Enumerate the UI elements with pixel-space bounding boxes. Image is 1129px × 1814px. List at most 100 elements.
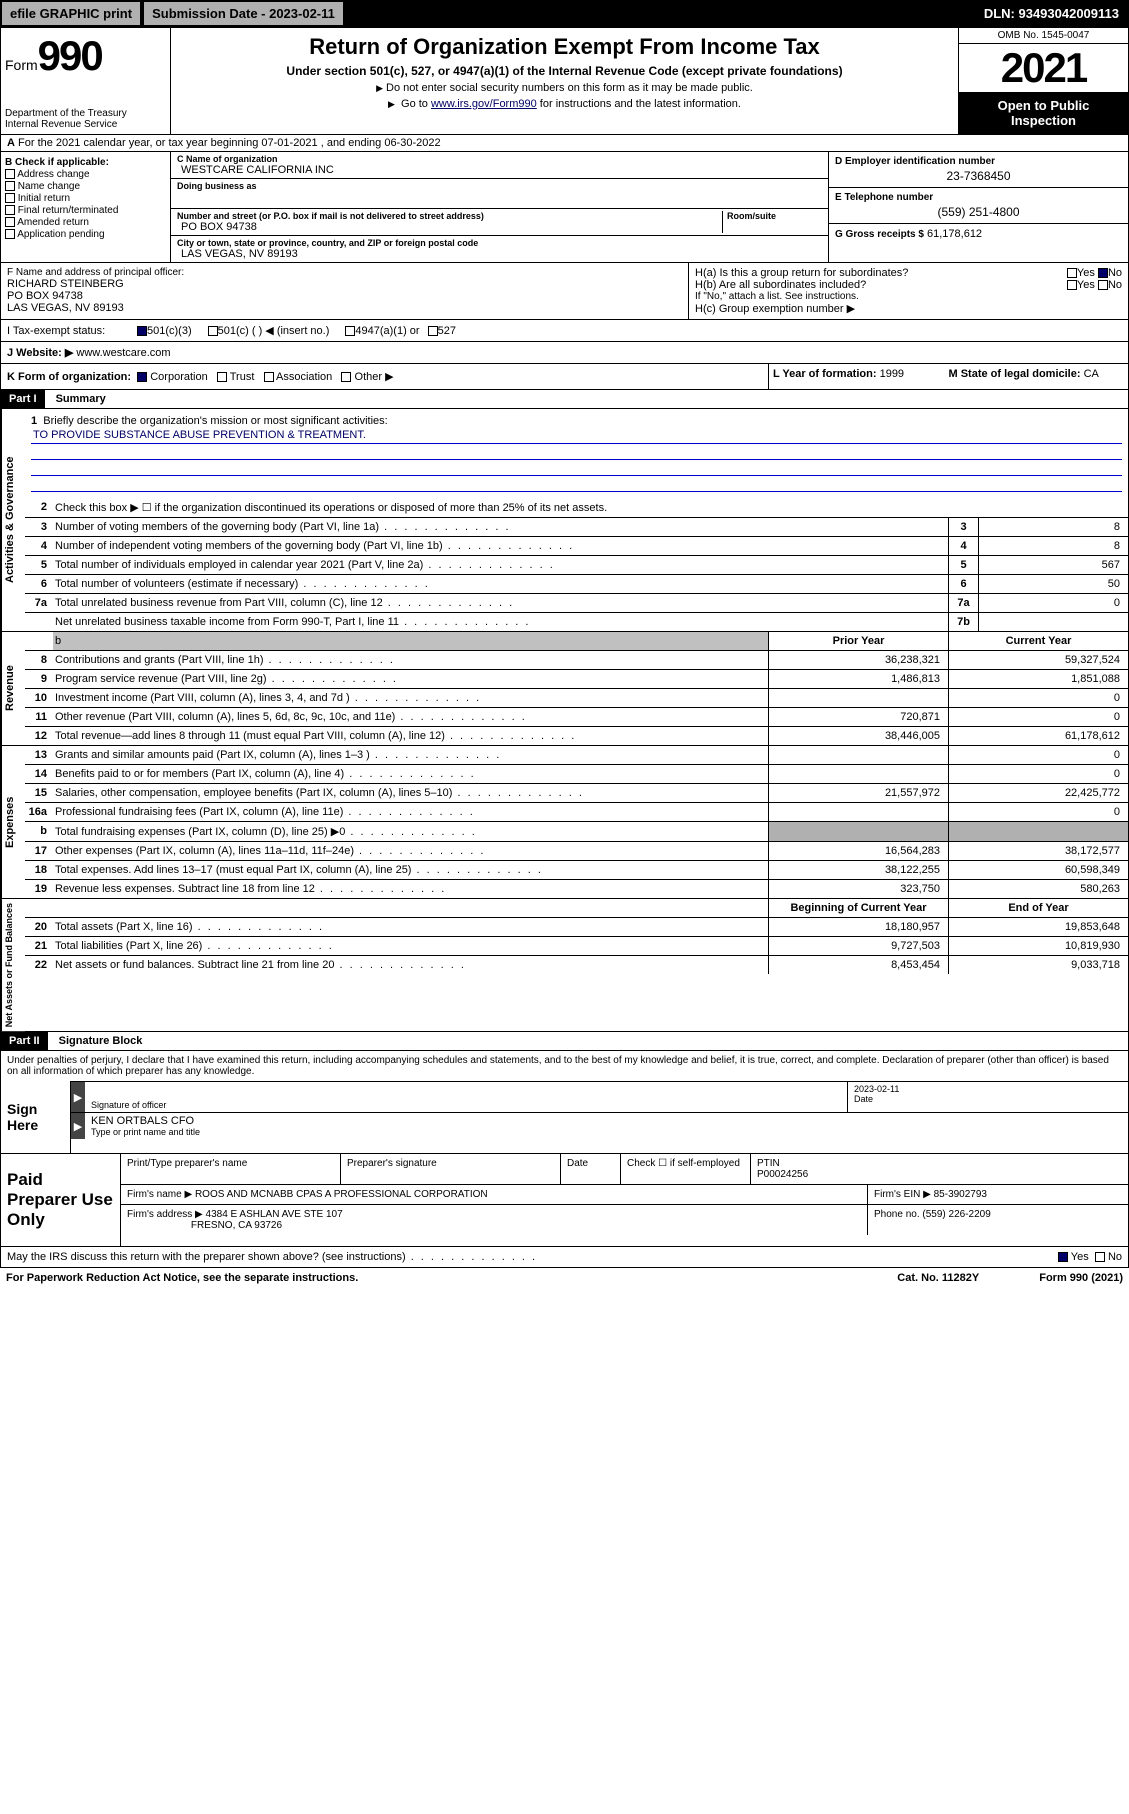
g-gross-label: G Gross receipts $ xyxy=(835,229,924,240)
col-f: F Name and address of principal officer:… xyxy=(1,263,688,319)
mission-blank-3 xyxy=(31,476,1122,492)
discuss-yes[interactable] xyxy=(1058,1252,1068,1262)
discuss-yes-label: Yes xyxy=(1071,1251,1089,1263)
page-footer: For Paperwork Reduction Act Notice, see … xyxy=(0,1268,1129,1288)
side-activities: Activities & Governance xyxy=(1,409,25,631)
data-row: 17Other expenses (Part IX, column (A), l… xyxy=(25,842,1128,861)
d-ein-label: D Employer identification number xyxy=(835,156,1122,167)
i-501c3[interactable] xyxy=(137,326,147,336)
ha-yes[interactable] xyxy=(1067,268,1077,278)
chk-app[interactable] xyxy=(5,229,15,239)
end-year-head: End of Year xyxy=(948,899,1128,917)
i-4947[interactable] xyxy=(345,326,355,336)
phone-label: Phone no. xyxy=(874,1209,920,1220)
discuss-no-label: No xyxy=(1108,1251,1122,1263)
no-text: No xyxy=(1108,267,1122,279)
goto-pre: Go to xyxy=(401,98,431,110)
c-addr-label: Number and street (or P.O. box if mail i… xyxy=(177,211,722,221)
signature-section: Under penalties of perjury, I declare th… xyxy=(0,1051,1129,1154)
b-name-change: Name change xyxy=(18,181,80,192)
dept-treasury: Department of the Treasury xyxy=(5,108,166,119)
expenses-section: Expenses 13Grants and similar amounts pa… xyxy=(0,746,1129,899)
k-assoc[interactable] xyxy=(264,372,274,382)
firm-city: FRESNO, CA 93726 xyxy=(191,1220,282,1231)
chk-amended[interactable] xyxy=(5,217,15,227)
b-label: B Check if applicable: xyxy=(5,157,109,168)
part1-header: Part I xyxy=(1,390,45,408)
subtitle: Under section 501(c), 527, or 4947(a)(1)… xyxy=(177,64,952,78)
form-footer: Form 990 (2021) xyxy=(1039,1272,1123,1284)
data-row: 16aProfessional fundraising fees (Part I… xyxy=(25,803,1128,822)
k-corp[interactable] xyxy=(137,372,147,382)
col-b: B Check if applicable: Address change Na… xyxy=(1,152,171,262)
open-public: Open to Public Inspection xyxy=(959,92,1128,134)
gov-row: 6Total number of volunteers (estimate if… xyxy=(25,575,1128,594)
chk-name[interactable] xyxy=(5,181,15,191)
data-row: 20Total assets (Part X, line 16)18,180,9… xyxy=(25,918,1128,937)
k-assoc-label: Association xyxy=(276,371,332,383)
data-row: bTotal fundraising expenses (Part IX, co… xyxy=(25,822,1128,842)
part1-bar: Part I Summary xyxy=(0,390,1129,409)
part2-title: Signature Block xyxy=(51,1032,151,1050)
discuss-no[interactable] xyxy=(1095,1252,1105,1262)
instruction-1: Do not enter social security numbers on … xyxy=(177,82,952,94)
data-row: 9Program service revenue (Part VIII, lin… xyxy=(25,670,1128,689)
firm-name: ROOS AND MCNABB CPAS A PROFESSIONAL CORP… xyxy=(195,1189,488,1200)
col-h: H(a) Is this a group return for subordin… xyxy=(688,263,1128,319)
line-a-text: For the 2021 calendar year, or tax year … xyxy=(18,137,441,149)
hb-no[interactable] xyxy=(1098,280,1108,290)
i-501c[interactable] xyxy=(208,326,218,336)
cat-no: Cat. No. 11282Y xyxy=(897,1272,979,1284)
i-527[interactable] xyxy=(428,326,438,336)
firm-ein-label: Firm's EIN ▶ xyxy=(874,1189,931,1200)
ptin-label: PTIN xyxy=(757,1158,780,1169)
data-row: 8Contributions and grants (Part VIII, li… xyxy=(25,651,1128,670)
line2-text: Check this box ▶ ☐ if the organization d… xyxy=(53,498,1128,517)
ha-no[interactable] xyxy=(1098,268,1108,278)
c-dba-label: Doing business as xyxy=(177,181,822,191)
hb-yes[interactable] xyxy=(1067,280,1077,290)
chk-address[interactable] xyxy=(5,169,15,179)
part2-bar: Part II Signature Block xyxy=(0,1032,1129,1051)
data-row: 18Total expenses. Add lines 13–17 (must … xyxy=(25,861,1128,880)
prior-year-head: Prior Year xyxy=(768,632,948,650)
org-name: WESTCARE CALIFORNIA INC xyxy=(181,164,822,176)
chk-final[interactable] xyxy=(5,205,15,215)
chk-initial[interactable] xyxy=(5,193,15,203)
data-row: 13Grants and similar amounts paid (Part … xyxy=(25,746,1128,765)
line-a: A For the 2021 calendar year, or tax yea… xyxy=(0,135,1129,152)
sign-here-label: Sign Here xyxy=(1,1081,71,1153)
line-1-briefly: 1 Briefly describe the organization's mi… xyxy=(25,409,1128,498)
ptin-value: P00024256 xyxy=(757,1169,808,1180)
gross-receipts: 61,178,612 xyxy=(927,228,982,240)
preparer-name-label: Print/Type preparer's name xyxy=(121,1154,341,1184)
telephone: (559) 251-4800 xyxy=(835,205,1122,219)
top-bar: efile GRAPHIC print Submission Date - 20… xyxy=(0,0,1129,27)
k-other[interactable] xyxy=(341,372,351,382)
sig-declaration: Under penalties of perjury, I declare th… xyxy=(1,1051,1128,1081)
form-number: 990 xyxy=(38,32,102,80)
part1-title: Summary xyxy=(48,390,114,408)
data-row: 11Other revenue (Part VIII, column (A), … xyxy=(25,708,1128,727)
gov-row: 5Total number of individuals employed in… xyxy=(25,556,1128,575)
mission-blank-2 xyxy=(31,460,1122,476)
data-row: 19Revenue less expenses. Subtract line 1… xyxy=(25,880,1128,898)
data-row: 15Salaries, other compensation, employee… xyxy=(25,784,1128,803)
k-other-label: Other ▶ xyxy=(355,371,394,383)
firm-phone: (559) 226-2209 xyxy=(922,1209,990,1220)
k-trust[interactable] xyxy=(217,372,227,382)
activities-governance: Activities & Governance 1 Briefly descri… xyxy=(0,409,1129,632)
gov-row: 7aTotal unrelated business revenue from … xyxy=(25,594,1128,613)
officer-addr2: LAS VEGAS, NV 89193 xyxy=(7,302,682,314)
sig-arrow-1: ▶ xyxy=(71,1082,85,1112)
dln-number: DLN: 93493042009113 xyxy=(984,6,1127,21)
officer-printed-name: KEN ORTBALS CFO xyxy=(91,1115,1122,1127)
website-url[interactable]: www.westcare.com xyxy=(76,347,170,359)
omb-number: OMB No. 1545-0047 xyxy=(959,28,1128,44)
self-employed: Check ☐ if self-employed xyxy=(621,1154,751,1184)
efile-badge[interactable]: efile GRAPHIC print xyxy=(2,2,140,25)
yes-text-2: Yes xyxy=(1077,279,1095,291)
c-name-label: C Name of organization xyxy=(177,154,822,164)
irs-link[interactable]: www.irs.gov/Form990 xyxy=(431,98,537,110)
i-opt2: 501(c) ( ) ◀ (insert no.) xyxy=(218,324,330,337)
